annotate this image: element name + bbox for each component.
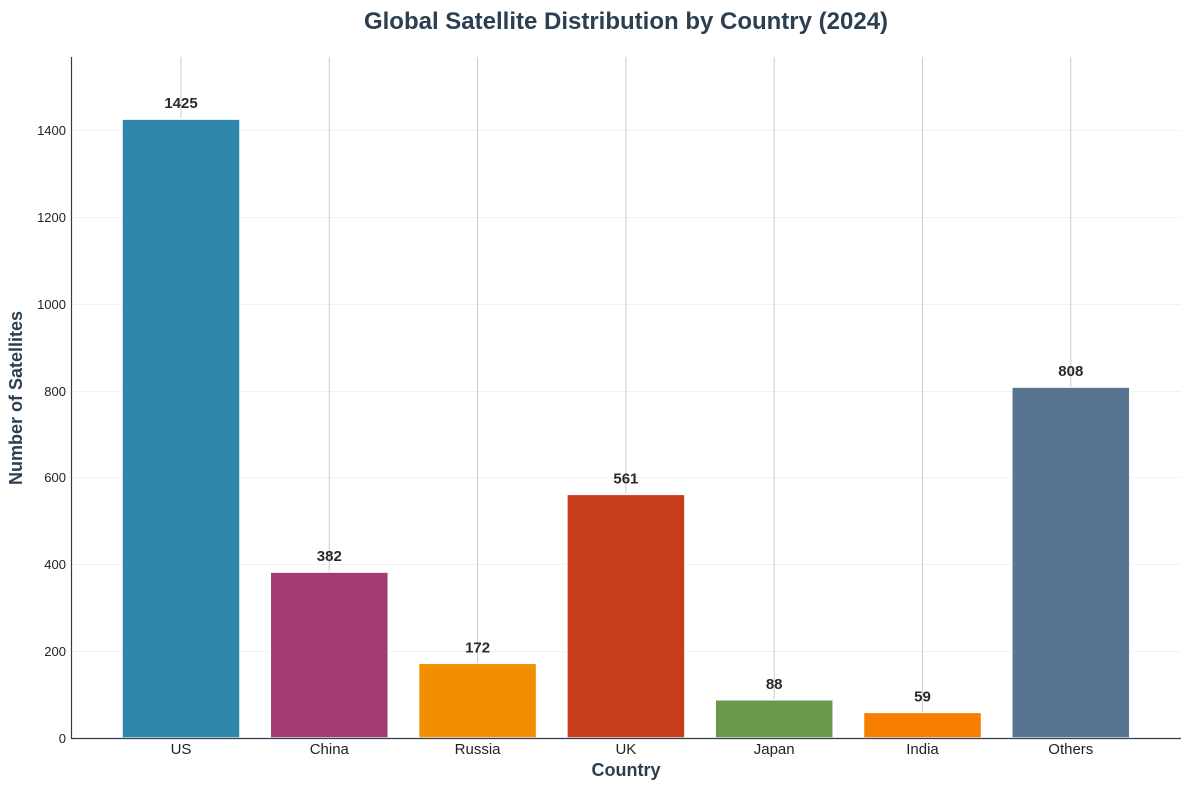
x-axis-label: Country [592, 760, 661, 780]
data-label-japan: 88 [766, 676, 783, 693]
x-tick-label-uk: UK [615, 741, 636, 758]
x-tick-label-india: India [906, 741, 939, 758]
data-label-uk: 561 [613, 470, 638, 487]
bar-japan [714, 699, 834, 739]
x-tick-label-others: Others [1048, 741, 1093, 758]
y-axis-label: Number of Satellites [6, 311, 26, 485]
y-tick-label: 200 [44, 644, 66, 659]
bar-china [269, 571, 390, 739]
bar-us [121, 118, 241, 739]
y-tick-label: 400 [44, 557, 66, 572]
data-label-india: 59 [914, 688, 931, 705]
y-tick-label: 1400 [37, 123, 66, 138]
bar-india [862, 711, 983, 739]
data-label-russia: 172 [465, 639, 490, 656]
bars-group [121, 118, 1131, 739]
data-label-us: 1425 [164, 95, 197, 112]
bar-uk [566, 493, 686, 739]
x-tick-label-russia: Russia [455, 741, 502, 758]
x-tick-label-japan: Japan [754, 741, 795, 758]
data-labels-group: 1425 382 172 561 88 59 808 [164, 95, 1083, 705]
data-label-china: 382 [317, 548, 342, 565]
y-tick-label: 1000 [37, 297, 66, 312]
y-tick-label: 800 [44, 384, 66, 399]
y-tick-label: 0 [59, 731, 66, 746]
x-tick-label-china: China [310, 741, 350, 758]
x-tick-labels: US China Russia UK Japan India Others [171, 741, 1094, 758]
bar-others [1011, 386, 1131, 739]
y-tick-label: 600 [44, 470, 66, 485]
chart-title: Global Satellite Distribution by Country… [364, 8, 888, 35]
x-tick-label-us: US [171, 741, 192, 758]
y-tick-label: 1200 [37, 210, 66, 225]
data-label-others: 808 [1058, 363, 1083, 380]
bar-russia [417, 662, 538, 739]
y-tick-labels: 0 200 400 600 800 1000 1200 1400 [37, 123, 66, 746]
